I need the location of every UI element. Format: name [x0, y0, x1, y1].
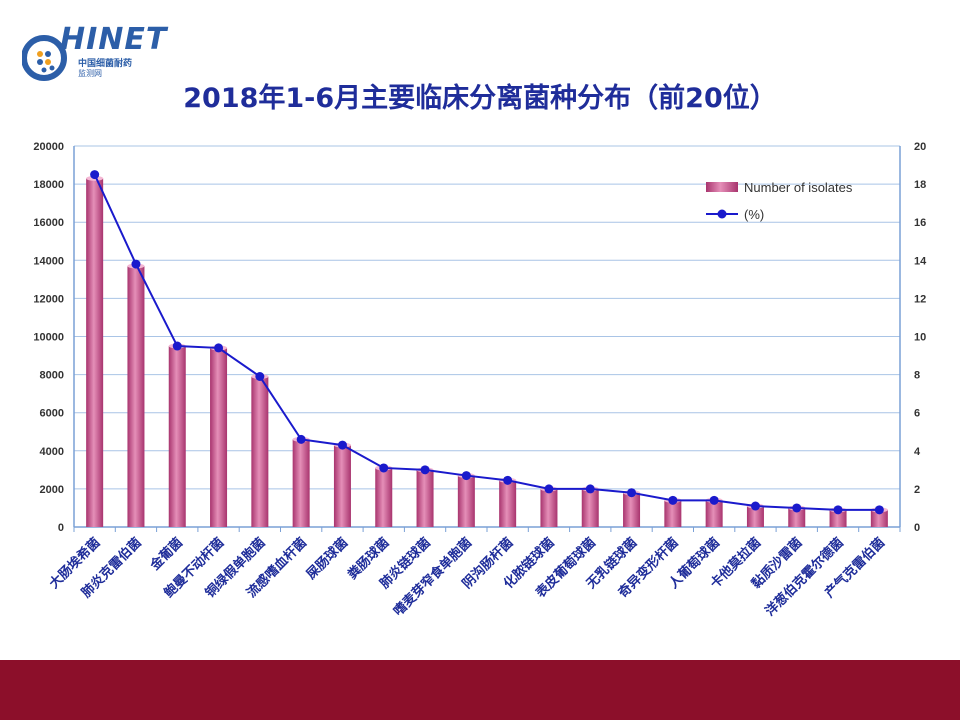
logo-subtitle: 中国细菌耐药 — [78, 59, 133, 69]
category-label: 洋葱伯克霍尔德菌 — [762, 535, 847, 620]
bar — [168, 346, 186, 527]
logo-globe-icon — [21, 35, 67, 81]
bar — [581, 488, 599, 527]
y-left-tick-label: 18000 — [33, 179, 64, 191]
percent-point — [255, 372, 265, 382]
y-right-tick-label: 0 — [914, 522, 920, 534]
percent-point — [668, 495, 678, 505]
y-left-tick-label: 6000 — [40, 408, 64, 420]
y-right-tick-label: 4 — [914, 446, 921, 458]
y-right-tick-label: 18 — [914, 179, 926, 191]
legend-label-isolates: Number of isolates — [744, 180, 853, 195]
y-right-tick-label: 6 — [914, 408, 920, 420]
bar — [664, 500, 682, 527]
percent-point — [379, 463, 389, 473]
bar-line-chart: 0200040006000800010000120001400016000180… — [33, 141, 927, 620]
bar — [127, 266, 145, 527]
y-left-tick-label: 2000 — [40, 484, 64, 496]
legend-line-marker — [717, 209, 727, 219]
bar — [829, 509, 847, 527]
y-left-tick-label: 14000 — [33, 255, 64, 267]
bar — [416, 469, 434, 527]
bar — [375, 467, 393, 527]
bar — [210, 347, 228, 527]
bar — [705, 500, 723, 527]
y-left-tick-label: 20000 — [33, 141, 64, 153]
category-label: 屎肠球菌 — [303, 535, 351, 583]
category-label: 嗜麦芽窄食单胞菌 — [390, 535, 475, 620]
bar — [788, 507, 806, 527]
bar — [292, 439, 310, 527]
percent-point — [337, 440, 347, 450]
legend-bar-swatch — [706, 182, 738, 192]
percent-point — [503, 475, 513, 485]
y-right-tick-label: 14 — [914, 255, 927, 267]
bar — [870, 509, 888, 527]
y-left-tick-label: 10000 — [33, 332, 64, 344]
category-label: 金葡菌 — [146, 535, 186, 575]
y-left-tick-label: 12000 — [33, 293, 64, 305]
percent-point — [544, 484, 554, 494]
y-left-tick-label: 0 — [58, 522, 64, 534]
bar — [499, 480, 517, 527]
logo-name: HINET — [60, 22, 168, 57]
legend-label-percent: (%) — [744, 207, 764, 222]
bar — [540, 488, 558, 527]
percent-point — [172, 341, 182, 351]
percent-point — [90, 170, 100, 180]
y-right-tick-label: 8 — [914, 370, 920, 382]
percent-line — [93, 174, 880, 511]
bar — [251, 376, 269, 527]
logo-subtitle-2: 监测网 — [78, 69, 102, 78]
percent-point — [792, 503, 802, 513]
percent-point — [420, 465, 430, 475]
percent-point — [214, 343, 224, 353]
y-right-tick-label: 20 — [914, 141, 926, 153]
y-left-tick-label: 16000 — [33, 217, 64, 229]
footer-band — [0, 660, 960, 720]
y-right-tick-label: 10 — [914, 332, 926, 344]
y-left-tick-label: 4000 — [40, 446, 64, 458]
percent-point — [131, 259, 141, 269]
y-right-tick-label: 16 — [914, 217, 926, 229]
percent-point — [627, 488, 637, 498]
y-right-tick-label: 2 — [914, 484, 920, 496]
bar — [623, 492, 641, 527]
percent-point — [585, 484, 595, 494]
chart-title: 2018年1-6月主要临床分离菌种分布（前20位） — [183, 83, 777, 114]
hinet-logo — [21, 24, 162, 82]
bar — [457, 475, 475, 527]
percent-point — [709, 495, 719, 505]
percent-point — [874, 505, 884, 515]
bar — [333, 445, 351, 527]
percent-point — [750, 501, 760, 511]
bar — [746, 506, 764, 527]
y-right-tick-label: 12 — [914, 293, 926, 305]
y-left-tick-label: 8000 — [40, 370, 64, 382]
percent-point — [461, 471, 471, 481]
percent-point — [296, 434, 306, 444]
percent-point — [833, 505, 843, 515]
bar — [86, 178, 104, 527]
